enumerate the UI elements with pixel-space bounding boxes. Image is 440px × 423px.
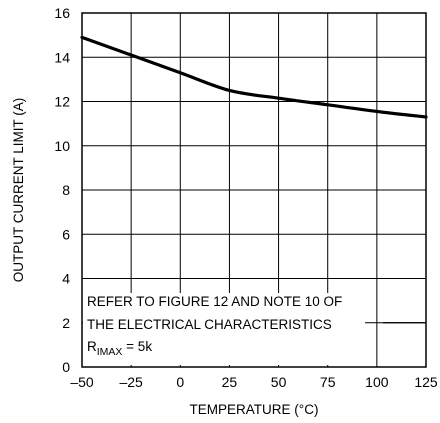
series	[80, 35, 428, 119]
y-tick-label: 12	[54, 94, 70, 110]
annotation-line-2: THE ELECTRICAL CHARACTERISTICS	[87, 317, 332, 332]
y-tick-labels: 0 2 4 6 8 10 12 14 16	[54, 5, 70, 375]
current-limit-curve	[80, 35, 428, 119]
annotation-background	[83, 293, 365, 365]
x-tick-label: 25	[222, 374, 238, 390]
x-tick-label: 125	[414, 374, 438, 390]
x-tick-label: –25	[119, 374, 143, 390]
x-tick-label: 100	[365, 374, 389, 390]
annotation-r-symbol: R	[87, 339, 97, 354]
y-tick-label: 8	[62, 182, 70, 198]
annotation-line-3: RIMAX = 5k	[87, 339, 152, 358]
grid	[82, 13, 426, 367]
x-tick-label: 0	[176, 374, 184, 390]
x-tick-label: 50	[271, 374, 287, 390]
y-tick-label: 10	[54, 138, 70, 154]
y-tick-label: 14	[54, 49, 70, 65]
y-tick-label: 0	[62, 359, 70, 375]
y-tick-label: 4	[62, 271, 70, 287]
y-tick-label: 16	[54, 5, 70, 21]
x-tick-label: –50	[70, 374, 94, 390]
x-tick-labels: –50 –25 0 25 50 75 100 125	[70, 374, 438, 390]
annotation-r-value: = 5k	[122, 339, 152, 354]
y-axis-title: OUTPUT CURRENT LIMIT (A)	[11, 98, 26, 283]
plot-frame	[81, 12, 427, 368]
annotation-line-1: REFER TO FIGURE 12 AND NOTE 10 OF	[87, 294, 342, 309]
annotation-r-subscript: IMAX	[97, 346, 123, 358]
x-tick-label: 75	[320, 374, 336, 390]
y-tick-label: 6	[62, 226, 70, 242]
y-tick-label: 2	[62, 315, 70, 331]
x-axis-title: TEMPERATURE (°C)	[190, 402, 319, 417]
annotation: REFER TO FIGURE 12 AND NOTE 10 OF THE EL…	[83, 293, 426, 365]
